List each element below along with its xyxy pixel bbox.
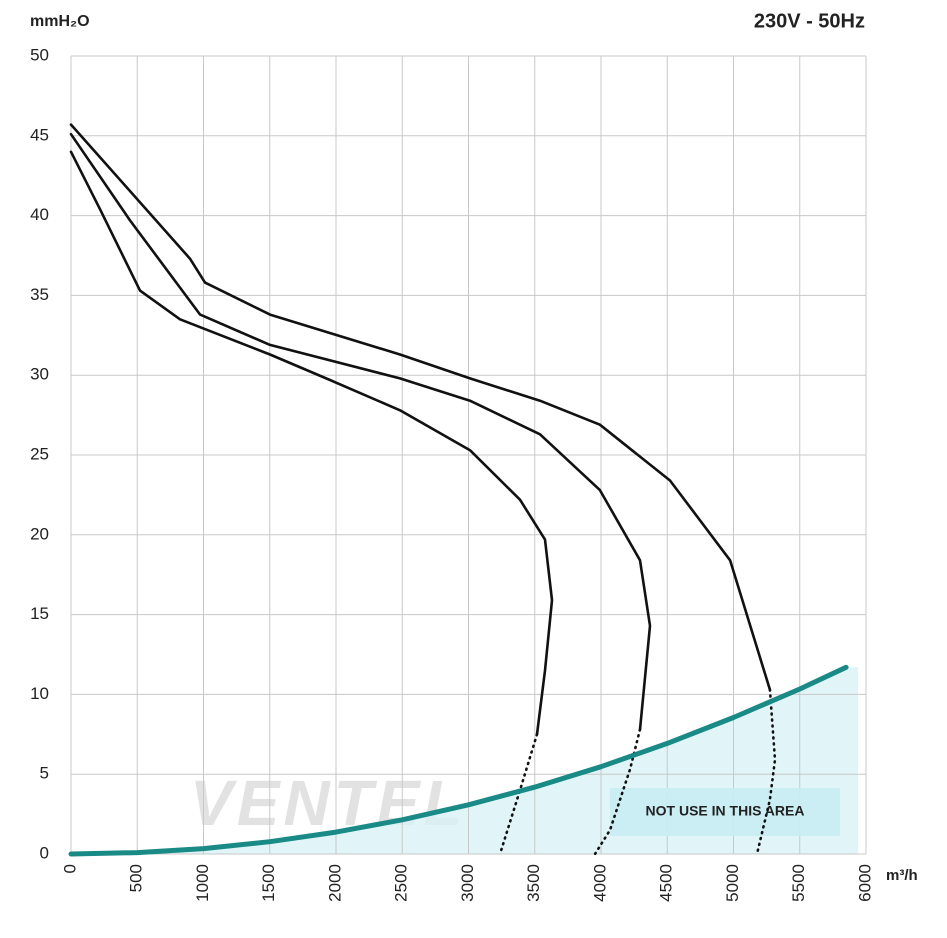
x-tick-label: 2500 (392, 864, 411, 902)
dotted-curve (755, 688, 777, 856)
y-tick-label: 15 (30, 604, 49, 623)
x-tick-label: 2000 (325, 864, 344, 902)
y-axis-label: mmH₂O (30, 13, 90, 30)
annotation-box (610, 788, 840, 836)
y-tick-label: 40 (30, 205, 49, 224)
x-tick-label: 1500 (259, 864, 278, 902)
x-tick-label: 6000 (855, 864, 874, 902)
y-tick-label: 25 (30, 444, 49, 463)
y-tick-label: 35 (30, 285, 49, 304)
dotted-curve (498, 733, 539, 856)
x-tick-label: 5000 (723, 864, 742, 902)
dotted-curve (593, 728, 642, 856)
y-tick-label: 5 (40, 764, 49, 783)
x-axis-label: m³/h (886, 867, 918, 884)
y-tick-label: 50 (30, 45, 49, 64)
x-tick-label: 4500 (657, 864, 676, 902)
curve (69, 150, 554, 736)
y-tick-label: 10 (30, 684, 49, 703)
y-tick-label: 0 (40, 843, 49, 862)
y-tick-label: 30 (30, 365, 49, 384)
annotation: NOT USE IN THIS AREA (646, 803, 805, 819)
chart-title: 230V - 50Hz (754, 10, 865, 32)
x-tick-label: 500 (127, 864, 146, 892)
curve (68, 664, 849, 857)
y-tick-label: 20 (30, 524, 49, 543)
curve (69, 123, 772, 691)
x-tick-label: 4000 (590, 864, 609, 902)
x-tick-label: 5500 (789, 864, 808, 902)
x-tick-label: 3500 (524, 864, 543, 902)
curve (69, 132, 652, 731)
x-tick-label: 3000 (458, 864, 477, 902)
x-tick-label: 1000 (193, 864, 212, 902)
y-tick-label: 45 (30, 125, 49, 144)
x-tick-label: 0 (60, 864, 79, 873)
